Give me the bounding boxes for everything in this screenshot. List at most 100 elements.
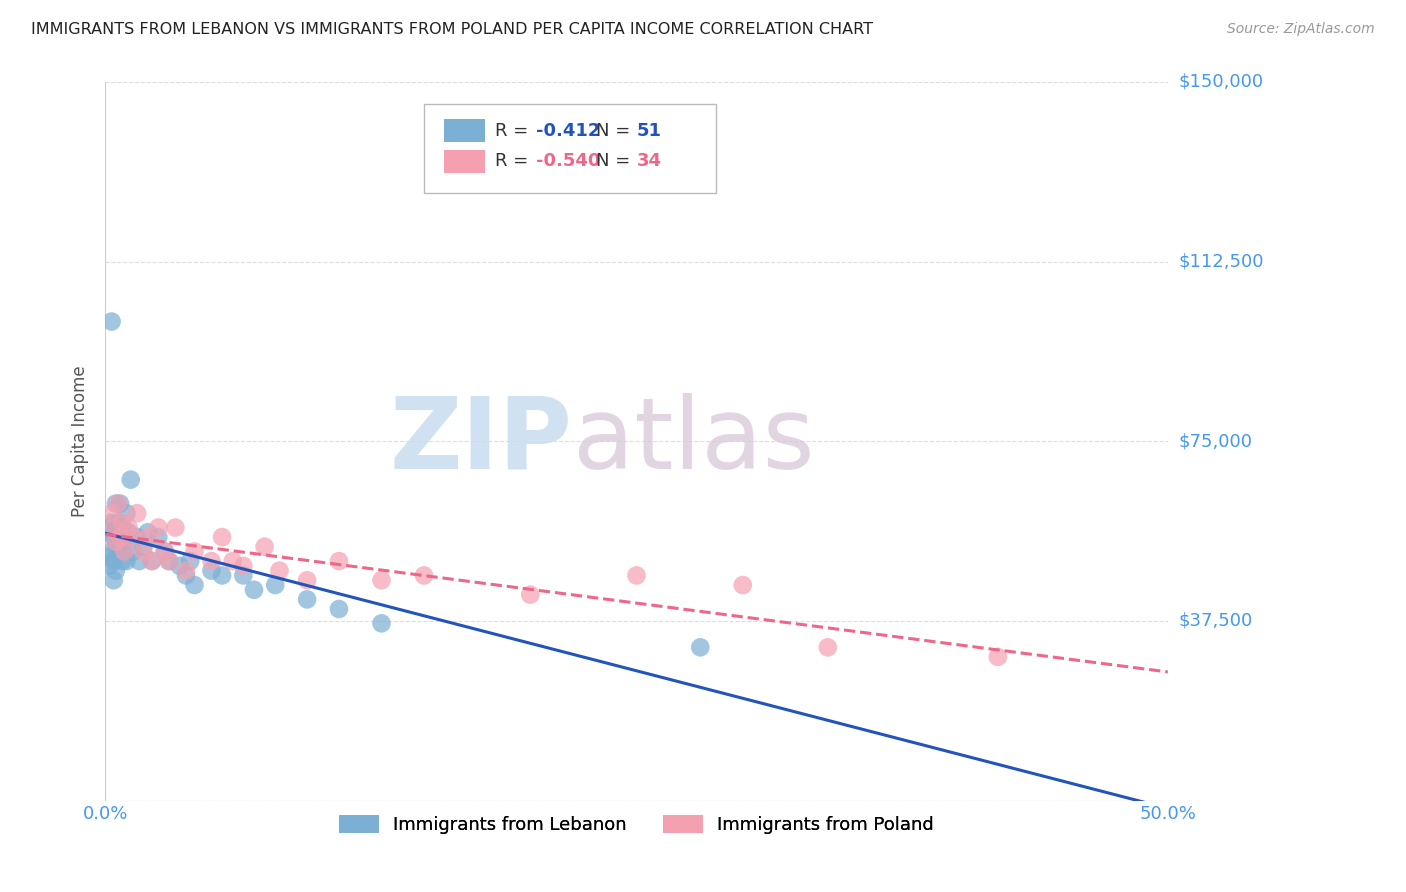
Point: [121, 530, 143, 544]
Point: [120, 473, 142, 487]
Point: [689, 640, 711, 655]
Point: [115, 554, 138, 568]
Y-axis label: Per Capita Income: Per Capita Income: [72, 366, 89, 517]
Point: [183, 544, 205, 558]
Point: [96, 549, 118, 564]
Point: [127, 506, 149, 520]
Point: [519, 588, 541, 602]
Point: [111, 535, 134, 549]
Point: [103, 573, 125, 587]
Point: [153, 544, 176, 558]
Point: [328, 602, 350, 616]
Point: [211, 568, 233, 582]
Text: N =: N =: [596, 122, 636, 140]
Point: [183, 578, 205, 592]
Point: [136, 530, 159, 544]
FancyBboxPatch shape: [444, 120, 485, 143]
Point: [200, 554, 222, 568]
Text: atlas: atlas: [572, 392, 814, 490]
Point: [112, 544, 135, 558]
Point: [174, 568, 197, 582]
Legend: Immigrants from Lebanon, Immigrants from Poland: Immigrants from Lebanon, Immigrants from…: [330, 806, 943, 843]
Point: [141, 554, 163, 568]
Text: ZIP: ZIP: [389, 392, 572, 490]
Point: [104, 535, 127, 549]
Point: [153, 544, 176, 558]
Point: [117, 520, 139, 534]
Point: [112, 544, 135, 558]
Point: [104, 520, 127, 534]
Point: [232, 558, 254, 573]
Text: $37,500: $37,500: [1180, 612, 1253, 630]
Point: [132, 544, 155, 558]
Point: [264, 578, 287, 592]
FancyBboxPatch shape: [425, 103, 716, 194]
Point: [117, 525, 139, 540]
Point: [108, 497, 131, 511]
Point: [413, 568, 436, 582]
Text: Source: ZipAtlas.com: Source: ZipAtlas.com: [1227, 22, 1375, 37]
Point: [96, 520, 118, 534]
Point: [98, 525, 121, 540]
Point: [174, 564, 197, 578]
Point: [243, 582, 266, 597]
Point: [626, 568, 648, 582]
Point: [128, 554, 150, 568]
Text: R =: R =: [495, 152, 534, 170]
Text: -0.412: -0.412: [536, 122, 600, 140]
FancyBboxPatch shape: [444, 150, 485, 172]
Point: [100, 516, 122, 530]
Point: [141, 554, 163, 568]
Point: [111, 554, 134, 568]
Point: [115, 506, 138, 520]
Text: IMMIGRANTS FROM LEBANON VS IMMIGRANTS FROM POLAND PER CAPITA INCOME CORRELATION : IMMIGRANTS FROM LEBANON VS IMMIGRANTS FR…: [31, 22, 873, 37]
Point: [165, 520, 187, 534]
Text: N =: N =: [596, 152, 636, 170]
Text: R =: R =: [495, 122, 534, 140]
Text: $112,500: $112,500: [1180, 252, 1264, 270]
Point: [370, 573, 392, 587]
Point: [232, 568, 254, 582]
Point: [179, 554, 201, 568]
Point: [269, 564, 291, 578]
Point: [103, 520, 125, 534]
Text: 51: 51: [637, 122, 662, 140]
Point: [111, 520, 134, 534]
Point: [200, 564, 222, 578]
Point: [108, 520, 131, 534]
Point: [136, 525, 159, 540]
Point: [100, 544, 122, 558]
Point: [121, 544, 143, 558]
Point: [112, 525, 135, 540]
Point: [104, 497, 127, 511]
Point: [169, 558, 191, 573]
Point: [328, 554, 350, 568]
Point: [132, 540, 155, 554]
Point: [370, 616, 392, 631]
Point: [107, 516, 129, 530]
Text: $75,000: $75,000: [1180, 433, 1253, 450]
Point: [211, 530, 233, 544]
Point: [104, 564, 127, 578]
Point: [817, 640, 839, 655]
Point: [107, 497, 129, 511]
Point: [104, 535, 127, 549]
Point: [100, 506, 122, 520]
Point: [100, 314, 122, 328]
Point: [157, 554, 180, 568]
Point: [108, 540, 131, 554]
Point: [253, 540, 276, 554]
Text: 34: 34: [637, 152, 662, 170]
Point: [108, 530, 131, 544]
Point: [107, 530, 129, 544]
Point: [103, 554, 125, 568]
Point: [98, 558, 121, 573]
Point: [111, 516, 134, 530]
Point: [222, 554, 245, 568]
Point: [148, 530, 170, 544]
Text: -0.540: -0.540: [536, 152, 600, 170]
Point: [127, 530, 149, 544]
Point: [295, 592, 318, 607]
Point: [107, 544, 129, 558]
Point: [295, 573, 318, 587]
